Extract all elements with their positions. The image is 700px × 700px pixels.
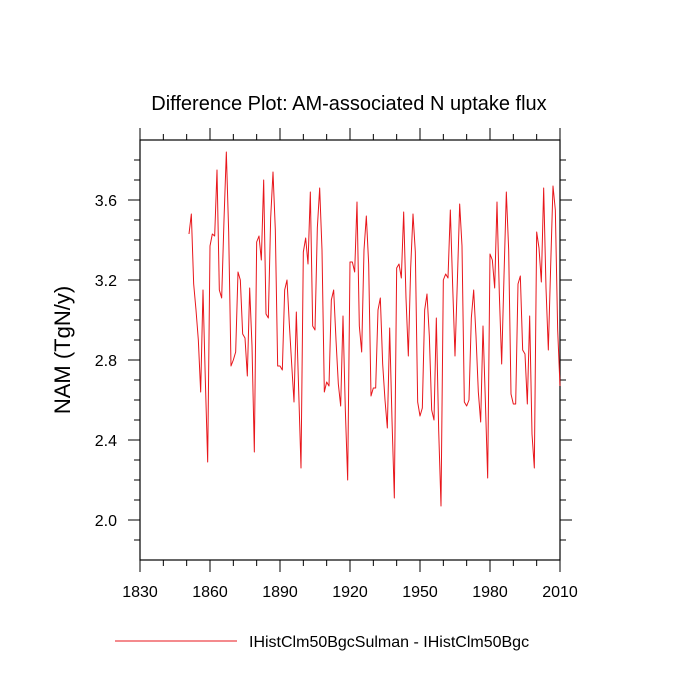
y-tick-label: 2.4 [95, 433, 117, 450]
y-tick-label: 2.8 [95, 353, 117, 370]
legend-label: IHistClm50BgcSulman - IHistClm50Bgc [249, 634, 529, 651]
minor-tick-marks [134, 134, 566, 566]
x-tick-label: 1980 [472, 584, 508, 601]
x-tick-label: 1950 [402, 584, 438, 601]
x-tick-labels: 1830 1860 1890 1920 1950 1980 2010 [122, 584, 578, 601]
y-tick-label: 3.2 [95, 273, 117, 290]
y-axis-label: NAM (TgN/y) [50, 286, 75, 414]
x-tick-label: 1890 [262, 584, 298, 601]
y-tick-labels: 2.0 2.4 2.8 3.2 3.6 [95, 193, 117, 530]
x-tick-label: 1860 [192, 584, 228, 601]
x-tick-label: 2010 [542, 584, 578, 601]
major-tick-marks [128, 128, 572, 572]
series-group [188, 151, 561, 507]
y-tick-label: 3.6 [95, 193, 117, 210]
chart-title: Difference Plot: AM-associated N uptake … [151, 93, 546, 115]
series-line [188, 151, 561, 507]
legend: IHistClm50BgcSulman - IHistClm50Bgc [115, 634, 529, 651]
y-tick-label: 2.0 [95, 513, 117, 530]
x-tick-label: 1830 [122, 584, 158, 601]
x-tick-label: 1920 [332, 584, 368, 601]
